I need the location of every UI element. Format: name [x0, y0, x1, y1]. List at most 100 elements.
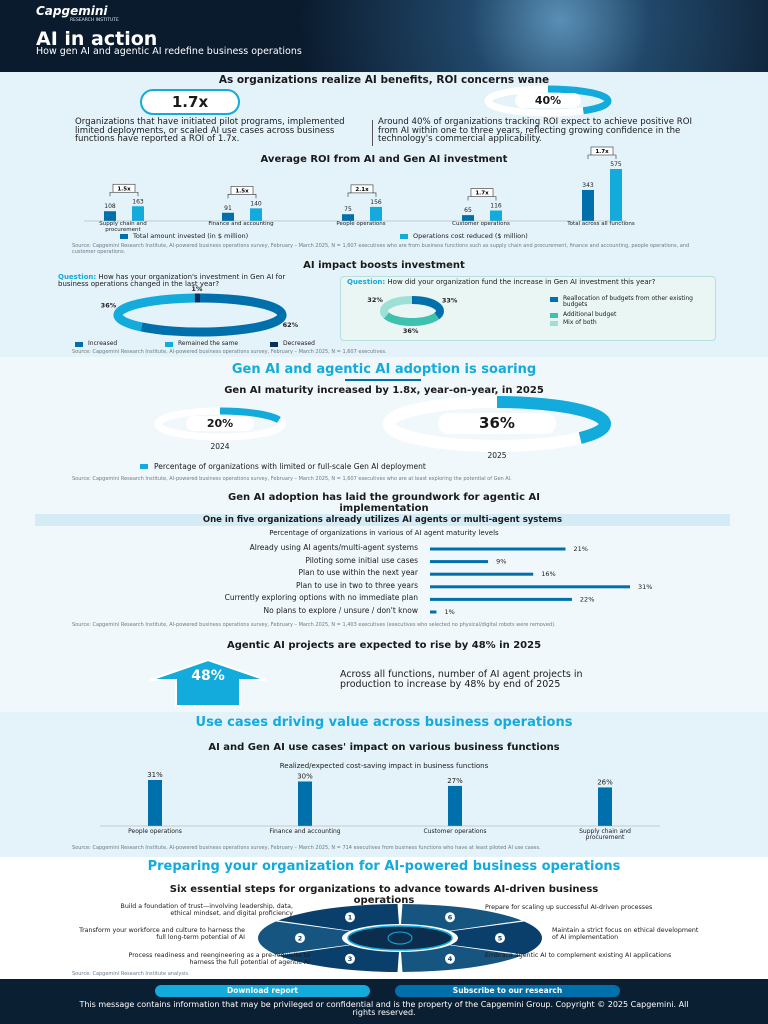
header-banner [0, 0, 768, 72]
gauge-label: 40% [515, 92, 581, 109]
chart-title: Gen AI maturity increased by 1.8x, year-… [224, 385, 544, 396]
legend-label: Operations cost reduced ($ million) [413, 232, 528, 240]
ratio-box [112, 183, 136, 193]
stat-text: Around 40% of organizations tracking ROI… [378, 117, 693, 145]
step-text: Prepare for scaling up successful AI-dri… [485, 904, 653, 911]
step-text: Transform your workforce and culture to … [79, 927, 245, 941]
source: Source: Capgemini Research Institute, AI… [72, 243, 690, 255]
ratio-bracket [587, 154, 617, 159]
x-tick-label: Customer operations [423, 828, 487, 835]
y-tick-label: Plan to use in two to three years [296, 580, 418, 590]
source: Source: Capgemini Research Institute, AI… [72, 349, 387, 355]
bar [490, 210, 502, 221]
value-label: 116 [490, 203, 502, 210]
value-label: 575 [610, 161, 622, 168]
pie-slice [113, 293, 195, 332]
value-label: 16% [541, 570, 555, 578]
step-number: 4 [448, 955, 453, 963]
stat-value: 1.7x [140, 89, 240, 115]
x-tick-label: Customer operations [452, 221, 510, 227]
ratio-box [470, 188, 494, 197]
panel [340, 276, 716, 341]
legend-swatch [550, 297, 558, 302]
step-number: 6 [448, 914, 453, 922]
wheel-segment [278, 904, 399, 931]
legend-label: Reallocation of budgets from other exist… [563, 295, 693, 309]
pie-slice [411, 296, 444, 320]
x-tick-label: Finance and accounting [269, 828, 341, 835]
chart-subtitle: Percentage of organizations in various o… [269, 529, 499, 537]
bar [598, 787, 612, 826]
page-title: AI in action [36, 28, 158, 50]
section-title: AI impact boosts investment [303, 260, 465, 271]
step-number: 5 [498, 934, 503, 942]
legend-swatch [120, 234, 128, 239]
brand-sub: RESEARCH INSTITUTE [70, 18, 119, 23]
section-title: Preparing your organization for AI-power… [147, 859, 621, 874]
bar [430, 572, 534, 576]
step-text: Embrace agentic AI to complement existin… [485, 952, 672, 959]
source: Source: Capgemini Research Institute, AI… [72, 622, 556, 628]
section-title: As organizations realize AI benefits, RO… [218, 74, 550, 86]
question-label: Question: [58, 273, 97, 281]
question: Question: How did your organization fund… [347, 278, 707, 286]
y-tick-label: Piloting some initial use cases [305, 555, 418, 565]
ratio-box [350, 184, 374, 194]
bar [342, 214, 354, 221]
ratio-label: 1.7x [595, 149, 609, 155]
question-text: How did your organization fund the incre… [387, 278, 656, 286]
wheel-segment [401, 904, 522, 931]
footer-text: This message contains information that m… [79, 1000, 689, 1018]
ratio-box [230, 186, 254, 195]
step-text: Maintain a strict focus on ethical devel… [552, 927, 699, 941]
value-label: 91 [224, 205, 232, 212]
step-badge [345, 912, 355, 923]
stat-text: Organizations that have initiated pilot … [75, 117, 345, 145]
value-label: 21% [573, 545, 587, 553]
question-text: How has your organization's investment i… [58, 273, 286, 289]
value-label: 30% [297, 772, 313, 780]
y-tick-label: Currently exploring options with no imme… [224, 593, 418, 603]
pie-slice [383, 312, 440, 326]
stat-value: 48% [191, 668, 225, 684]
bar [430, 547, 566, 551]
wheel-segment [401, 945, 522, 972]
section-title: Agentic AI projects are expected to rise… [226, 640, 542, 651]
underline [345, 379, 421, 381]
source: Source: Capgemini Research Institute, AI… [72, 476, 512, 482]
y-tick-label: Already using AI agents/multi-agent syst… [249, 543, 418, 552]
step-badge [345, 953, 355, 964]
ratio-box [590, 146, 614, 156]
legend-label: Remained the same [178, 340, 239, 347]
ratio-label: 1.7x [475, 191, 489, 197]
x-tick-label: Supply chain and procurement [579, 828, 631, 842]
download-button[interactable]: Download report [155, 985, 370, 997]
legend-swatch [140, 464, 148, 469]
pie-label: 36% [403, 327, 419, 335]
step-badge [295, 933, 305, 943]
step-badge [495, 933, 505, 943]
bar [610, 169, 622, 221]
bar [370, 206, 382, 221]
x-tick-label: People operations [128, 828, 182, 835]
x-tick-label: Finance and accounting [208, 221, 274, 227]
value-label: 65 [464, 207, 472, 214]
section-title: Gen AI adoption has laid the groundwork … [228, 492, 540, 514]
bar [448, 785, 462, 826]
value-label: 22% [580, 595, 594, 603]
subscribe-button[interactable]: Subscribe to our research [395, 985, 620, 997]
section-background [0, 712, 768, 857]
value-label: 343 [582, 182, 594, 189]
bar [430, 610, 437, 614]
question-label: Question: [347, 278, 386, 286]
legend-swatch [165, 342, 173, 347]
legend-label: Additional budget [563, 311, 617, 318]
legend-swatch [550, 321, 558, 326]
bar [132, 206, 144, 221]
legend-label: Increased [88, 340, 118, 347]
ratio-label: 1.5x [235, 189, 249, 195]
step-text: Process readiness and reengineering as a… [128, 952, 310, 966]
gauge-label: 36% [437, 412, 557, 434]
bar [582, 189, 594, 221]
value-label: 26% [597, 778, 613, 786]
